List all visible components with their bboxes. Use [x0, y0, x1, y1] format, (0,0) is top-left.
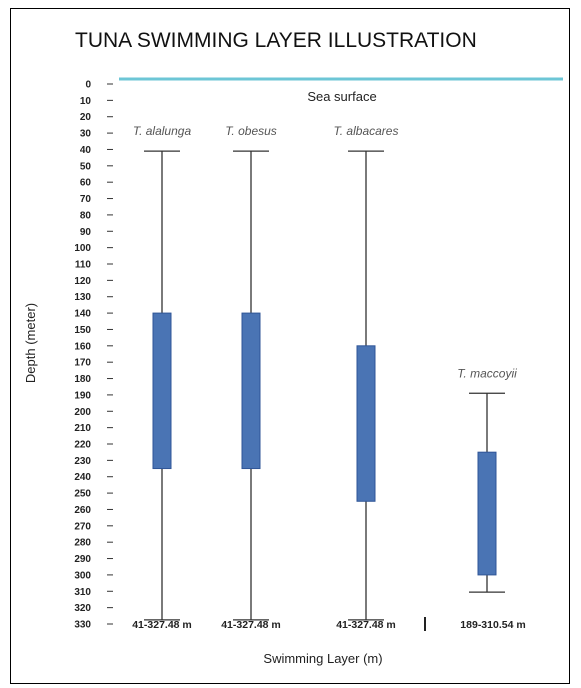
y-tick-label: 330 — [74, 620, 91, 631]
y-tick-label: 260 — [74, 505, 91, 516]
y-tick-label: 230 — [74, 456, 91, 467]
y-tick-label: 70 — [80, 194, 92, 205]
range-label: 189-310.54 m — [460, 619, 525, 631]
y-tick-label: 210 — [74, 423, 91, 434]
y-tick-label: 140 — [74, 309, 91, 320]
species-label: T. obesus — [225, 124, 277, 138]
box-plot-group: T. alalunga 41-327.48 m T. obesus 41-327.48… — [132, 124, 526, 631]
box-plot: T. alalunga 41-327.48 m — [132, 124, 192, 631]
y-tick-label: 300 — [74, 570, 91, 581]
y-axis-label: Depth (meter) — [23, 303, 38, 383]
y-tick-label: 40 — [80, 145, 92, 156]
range-label: 41-327.48 m — [132, 619, 192, 631]
y-tick-label: 90 — [80, 227, 92, 238]
box-bar — [477, 451, 497, 576]
box-bar — [356, 345, 376, 502]
y-tick-label: 180 — [74, 374, 91, 385]
y-tick-label: 120 — [74, 276, 91, 287]
y-tick-label: 310 — [74, 587, 91, 598]
y-tick-label: 60 — [80, 178, 92, 189]
y-tick-label: 220 — [74, 440, 91, 451]
y-tick-label: 130 — [74, 292, 91, 303]
chart-title: TUNA SWIMMING LAYER ILLUSTRATION — [75, 29, 477, 52]
y-axis: 0 10 20 30 40 50 60 70 80 90 100 110 120 130 140 150 160… — [74, 80, 113, 631]
y-tick-label: 150 — [74, 325, 91, 336]
y-tick-label: 320 — [74, 603, 91, 614]
y-tick-label: 20 — [80, 112, 92, 123]
chart-svg: TUNA SWIMMING LAYER ILLUSTRATION Sea sur… — [23, 29, 563, 666]
y-tick-label: 240 — [74, 472, 91, 483]
y-tick-label: 170 — [74, 358, 91, 369]
y-tick-label: 0 — [85, 80, 91, 91]
y-tick-label: 250 — [74, 489, 91, 500]
y-tick-label: 200 — [74, 407, 91, 418]
y-tick-label: 50 — [80, 161, 92, 172]
y-tick-label: 30 — [80, 129, 92, 140]
species-label: T. alalunga — [133, 124, 192, 138]
y-tick-label: 110 — [75, 260, 92, 271]
y-tick-label: 80 — [80, 210, 92, 221]
y-tick-label: 10 — [80, 96, 92, 107]
box-bar — [241, 312, 261, 470]
species-label: T. maccoyii — [457, 366, 517, 380]
sea-surface-label: Sea surface — [307, 89, 376, 104]
box-plot: T. obesus 41-327.48 m — [221, 124, 281, 631]
y-tick-label: 290 — [74, 554, 91, 565]
y-tick-label: 190 — [74, 390, 91, 401]
y-tick-label: 160 — [74, 341, 91, 352]
y-tick-label: 100 — [74, 243, 91, 254]
y-tick-label: 270 — [74, 521, 91, 532]
y-tick-label: 280 — [74, 538, 91, 549]
range-label: 41-327.48 m — [221, 619, 281, 631]
box-plot: T. maccoyii 189-310.54 m — [457, 366, 525, 631]
x-axis-label: Swimming Layer (m) — [263, 651, 382, 666]
chart-frame: TUNA SWIMMING LAYER ILLUSTRATION Sea sur… — [10, 8, 570, 684]
box-bar — [152, 312, 172, 470]
box-plot: T. albacares 41-327.48 m — [334, 124, 399, 631]
species-label: T. albacares — [334, 124, 399, 138]
range-label: 41-327.48 m — [336, 619, 396, 631]
